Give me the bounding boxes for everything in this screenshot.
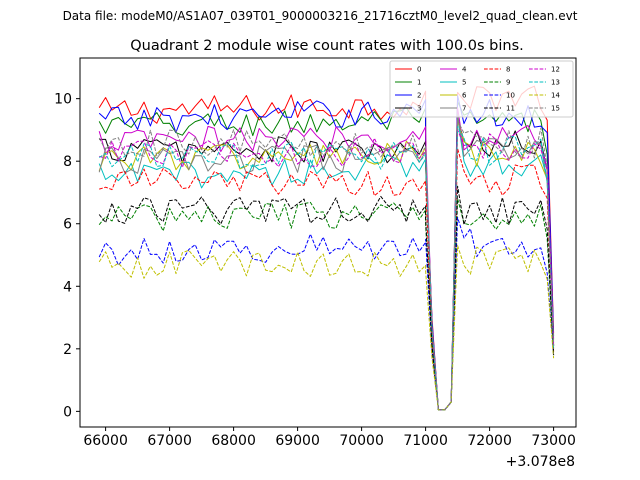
legend-label-6: 6 <box>462 92 467 100</box>
x-offset-label: +3.078e8 <box>506 454 575 470</box>
x-tick-label: 73000 <box>531 433 576 449</box>
legend-label-12: 12 <box>551 66 560 74</box>
series-line-7 <box>98 113 555 411</box>
x-tick-label: 72000 <box>467 433 512 449</box>
legend-label-2: 2 <box>417 92 421 100</box>
x-tick-label: 68000 <box>211 433 256 449</box>
legend-label-1: 1 <box>417 79 421 87</box>
series-line-11 <box>98 185 555 411</box>
legend-label-13: 13 <box>551 79 560 87</box>
series-line-13 <box>98 126 555 411</box>
chart-title: Quadrant 2 module wise count rates with … <box>130 38 524 54</box>
x-tick-label: 69000 <box>275 433 320 449</box>
legend-label-0: 0 <box>417 66 421 74</box>
x-tick-label: 71000 <box>403 433 448 449</box>
series-line-6 <box>98 120 555 411</box>
y-tick-label: 8 <box>63 154 72 170</box>
legend-label-10: 10 <box>506 92 515 100</box>
y-tick-label: 10 <box>54 92 72 108</box>
plot-frame <box>79 57 577 428</box>
legend-label-8: 8 <box>506 66 510 74</box>
series-line-5 <box>98 116 555 411</box>
y-tick-label: 4 <box>63 279 72 295</box>
legend-label-9: 9 <box>506 79 510 87</box>
x-tick-label: 66000 <box>83 433 128 449</box>
legend-label-4: 4 <box>462 66 467 74</box>
series-line-10 <box>98 217 555 411</box>
legend-box <box>389 60 574 118</box>
series-line-14 <box>98 245 555 411</box>
legend-label-11: 11 <box>506 105 515 113</box>
legend-label-7: 7 <box>462 105 466 113</box>
series-layer <box>98 85 555 411</box>
x-tick-label: 70000 <box>339 433 384 449</box>
series-line-4 <box>98 107 555 411</box>
plot-area: 66000 67000 68000 69000 70000 71000 72000 73000… <box>54 57 577 449</box>
y-axis: 0 2 4 6 8 10 <box>54 92 80 420</box>
y-tick-label: 0 <box>63 404 72 420</box>
legend-label-14: 14 <box>551 92 560 100</box>
y-tick-label: 6 <box>63 217 72 233</box>
y-tick-label: 2 <box>63 342 72 358</box>
series-line-15 <box>98 120 555 411</box>
series-line-12 <box>99 129 555 411</box>
legend-label-3: 3 <box>417 105 421 113</box>
x-axis: 66000 67000 68000 69000 70000 71000 72000 73000 <box>83 427 576 449</box>
legend-label-15: 15 <box>551 105 560 113</box>
legend-label-5: 5 <box>462 79 466 87</box>
series-line-8 <box>99 148 555 411</box>
x-tick-label: 67000 <box>147 433 192 449</box>
series-line-2 <box>98 95 555 411</box>
series-line-9 <box>98 198 555 411</box>
data-file-label: Data file: modeM0/AS1A07_039T01_90000032… <box>63 9 578 23</box>
